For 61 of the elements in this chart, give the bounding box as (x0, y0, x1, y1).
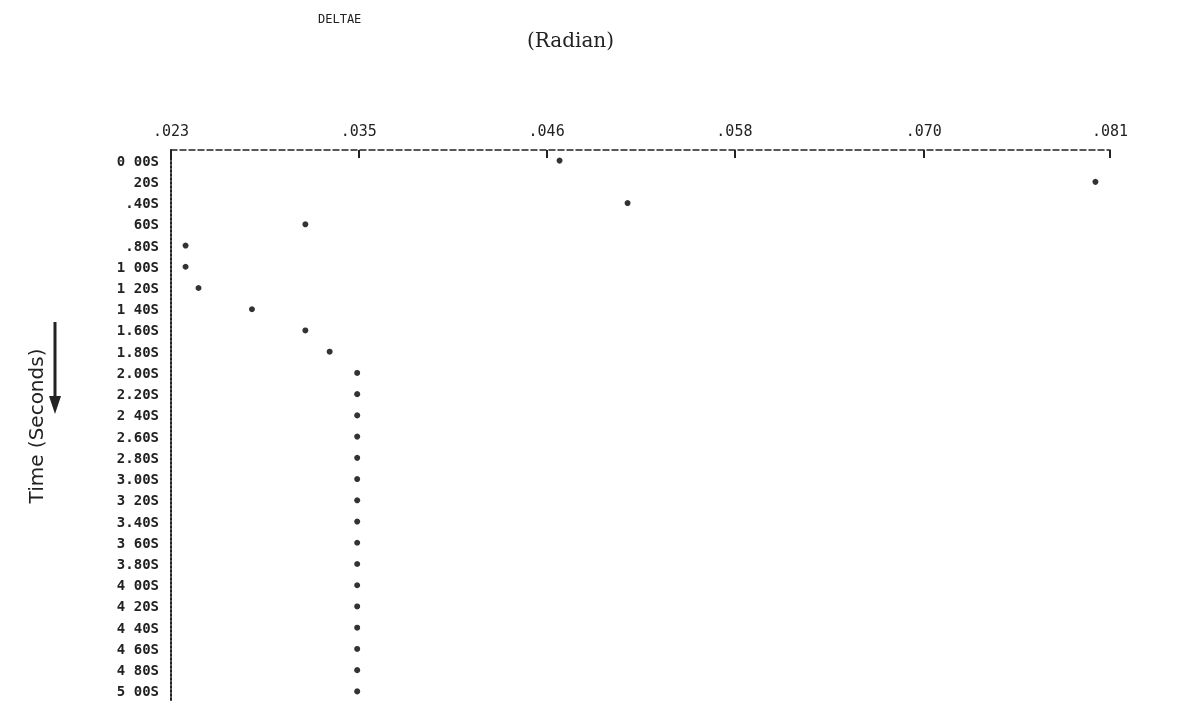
y-tick-label: 3.40S (116, 513, 159, 530)
y-tick-label: 2.80S (116, 449, 159, 466)
point (354, 603, 361, 610)
point (1092, 178, 1099, 185)
y-tick-label: .80S (125, 237, 159, 254)
y-tick-label: 3.80S (116, 556, 159, 572)
point (354, 454, 361, 461)
y-tick-label: 3.00S (116, 471, 159, 488)
point (354, 497, 361, 504)
y-tick-label: 4 20S (116, 598, 159, 615)
x-tick-label: .046 (528, 121, 565, 140)
point (195, 285, 202, 291)
point (354, 518, 361, 525)
y-tick-label: 1 40S (116, 301, 159, 318)
point (624, 200, 631, 207)
y-tick-label: .40S (125, 195, 159, 212)
y-tick-label: 1.80S (116, 343, 159, 360)
y-axis-title: Time (Seconds) (24, 348, 48, 505)
y-tick-label: 1 20S (116, 280, 159, 296)
point (354, 688, 361, 695)
point (354, 667, 361, 674)
y-tick-label: 4 00S (116, 577, 159, 594)
point (354, 369, 361, 376)
x-tick-label: .058 (716, 121, 753, 140)
point (326, 348, 333, 355)
y-tick-label: 2 40S (116, 407, 159, 424)
point (182, 242, 189, 249)
x-tick-label: .023 (152, 121, 190, 140)
point (302, 221, 309, 228)
y-tick-label: 1.60S (116, 322, 159, 339)
y-tick-label: 4 60S (116, 640, 159, 657)
x-tick-label: .070 (905, 121, 942, 140)
y-tick-label: 2.00S (116, 364, 159, 381)
point (182, 263, 189, 270)
point (354, 476, 361, 483)
point (354, 582, 361, 589)
point (354, 645, 361, 652)
y-tick-label: 3 60S (116, 534, 159, 551)
point (354, 412, 361, 419)
point (302, 327, 309, 334)
point (354, 433, 361, 440)
y-tick-label: 2.60S (116, 428, 159, 445)
x-tick-label: .081 (1091, 121, 1129, 140)
point (354, 391, 361, 398)
y-tick-label: 2.20S (116, 386, 159, 403)
chart-title: DELTAE (318, 12, 362, 26)
y-tick-label: 5 00S (116, 683, 159, 700)
y-tick-label: 0 00S (116, 152, 159, 169)
x-axis-title: (Radian) (526, 28, 615, 52)
y-tick-label: 1 00S (116, 258, 159, 275)
y-tick-label: 20S (133, 173, 159, 190)
point (354, 561, 361, 567)
point (556, 157, 563, 164)
x-tick-label: .035 (340, 121, 377, 140)
y-tick-label: 4 80S (116, 662, 159, 679)
y-tick-label: 3 20S (116, 492, 159, 509)
point (354, 624, 361, 631)
y-tick-label: 4 40S (116, 619, 159, 636)
point (248, 306, 255, 313)
y-tick-label: 60S (133, 216, 159, 233)
point (354, 539, 361, 546)
